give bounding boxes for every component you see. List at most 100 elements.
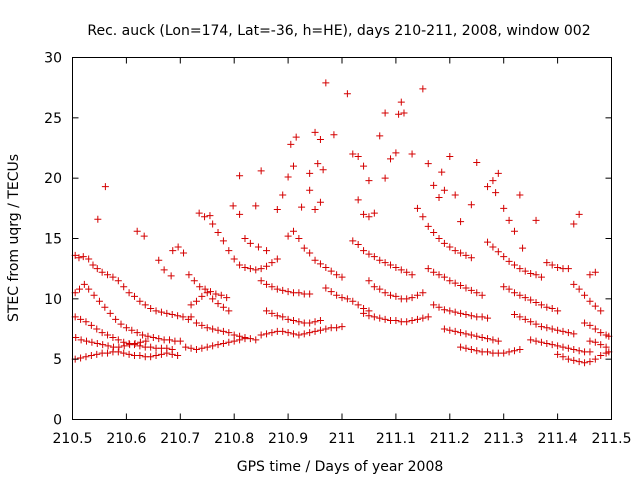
data-point (319, 166, 327, 174)
data-point (198, 321, 206, 329)
data-point (214, 300, 222, 308)
data-point (543, 324, 551, 332)
data-point (440, 273, 448, 281)
data-point (400, 109, 408, 117)
data-point (360, 309, 368, 317)
data-point (252, 336, 260, 344)
data-point (229, 202, 237, 210)
data-point (559, 353, 567, 361)
data-point (527, 318, 535, 326)
data-point (149, 333, 157, 341)
data-point (408, 150, 416, 158)
data-point (395, 110, 403, 118)
data-point (376, 314, 384, 322)
data-point (554, 342, 562, 350)
data-point (128, 326, 136, 334)
data-point (147, 353, 155, 361)
data-point (392, 263, 400, 271)
data-point (322, 263, 330, 271)
data-point (214, 326, 222, 334)
data-point (287, 140, 295, 148)
data-point (322, 284, 330, 292)
data-point (446, 326, 454, 334)
data-point (155, 256, 163, 264)
data-point (548, 304, 556, 312)
data-point (591, 338, 599, 346)
data-point (591, 268, 599, 276)
data-point (257, 331, 265, 339)
data-point (106, 309, 114, 317)
data-point (209, 325, 217, 333)
data-point (93, 350, 101, 358)
data-point (79, 253, 87, 261)
data-point (182, 343, 190, 351)
data-point (131, 339, 139, 347)
data-point (316, 198, 324, 206)
data-point (209, 295, 217, 303)
data-point (575, 347, 583, 355)
data-point (516, 191, 524, 199)
data-point (532, 320, 540, 328)
data-point (365, 250, 373, 258)
data-point (519, 244, 527, 252)
x-tick-label: 210.8 (214, 431, 254, 447)
data-point (80, 280, 88, 288)
data-point (370, 209, 378, 217)
data-point (478, 333, 486, 341)
data-point (104, 271, 112, 279)
data-point (570, 356, 578, 364)
data-point (360, 210, 368, 218)
data-point (104, 331, 112, 339)
data-point (430, 228, 438, 236)
data-point (564, 265, 572, 273)
data-point (109, 333, 117, 341)
data-point (144, 332, 152, 340)
data-point (516, 291, 524, 299)
data-point (306, 169, 314, 177)
data-point (141, 301, 149, 309)
x-tick-label: 210.9 (268, 431, 308, 447)
data-point (322, 325, 330, 333)
data-point (284, 232, 292, 240)
data-points (71, 79, 613, 367)
data-point (155, 335, 163, 343)
data-point (225, 329, 233, 337)
data-point (195, 209, 203, 217)
data-point (467, 286, 475, 294)
data-point (570, 220, 578, 228)
data-point (570, 346, 578, 354)
data-point (87, 321, 95, 329)
data-point (87, 352, 95, 360)
data-point (300, 330, 308, 338)
data-point (505, 348, 513, 356)
data-point (510, 227, 518, 235)
data-point (257, 277, 265, 285)
data-point (206, 288, 214, 296)
y-tick-label: 5 (53, 352, 62, 368)
data-point (316, 260, 324, 268)
data-point (581, 319, 589, 327)
y-tick-label: 20 (44, 171, 62, 187)
data-point (316, 326, 324, 334)
data-point (527, 336, 535, 344)
data-point (360, 247, 368, 255)
data-point (365, 277, 373, 285)
data-point (376, 285, 384, 293)
data-point (370, 313, 378, 321)
data-point (133, 227, 141, 235)
data-point (537, 273, 545, 281)
data-point (203, 343, 211, 351)
data-point (117, 320, 125, 328)
data-point (289, 227, 297, 235)
data-point (306, 329, 314, 337)
y-axis-ticks: 0 5 10 15 20 25 30 (44, 51, 612, 429)
data-point (147, 304, 155, 312)
data-point (147, 343, 155, 351)
data-point (397, 98, 405, 106)
x-tick-label: 211.4 (538, 431, 578, 447)
data-point (109, 273, 117, 281)
data-point (500, 204, 508, 212)
data-point (174, 312, 182, 320)
x-tick-label: 211.2 (430, 431, 470, 447)
